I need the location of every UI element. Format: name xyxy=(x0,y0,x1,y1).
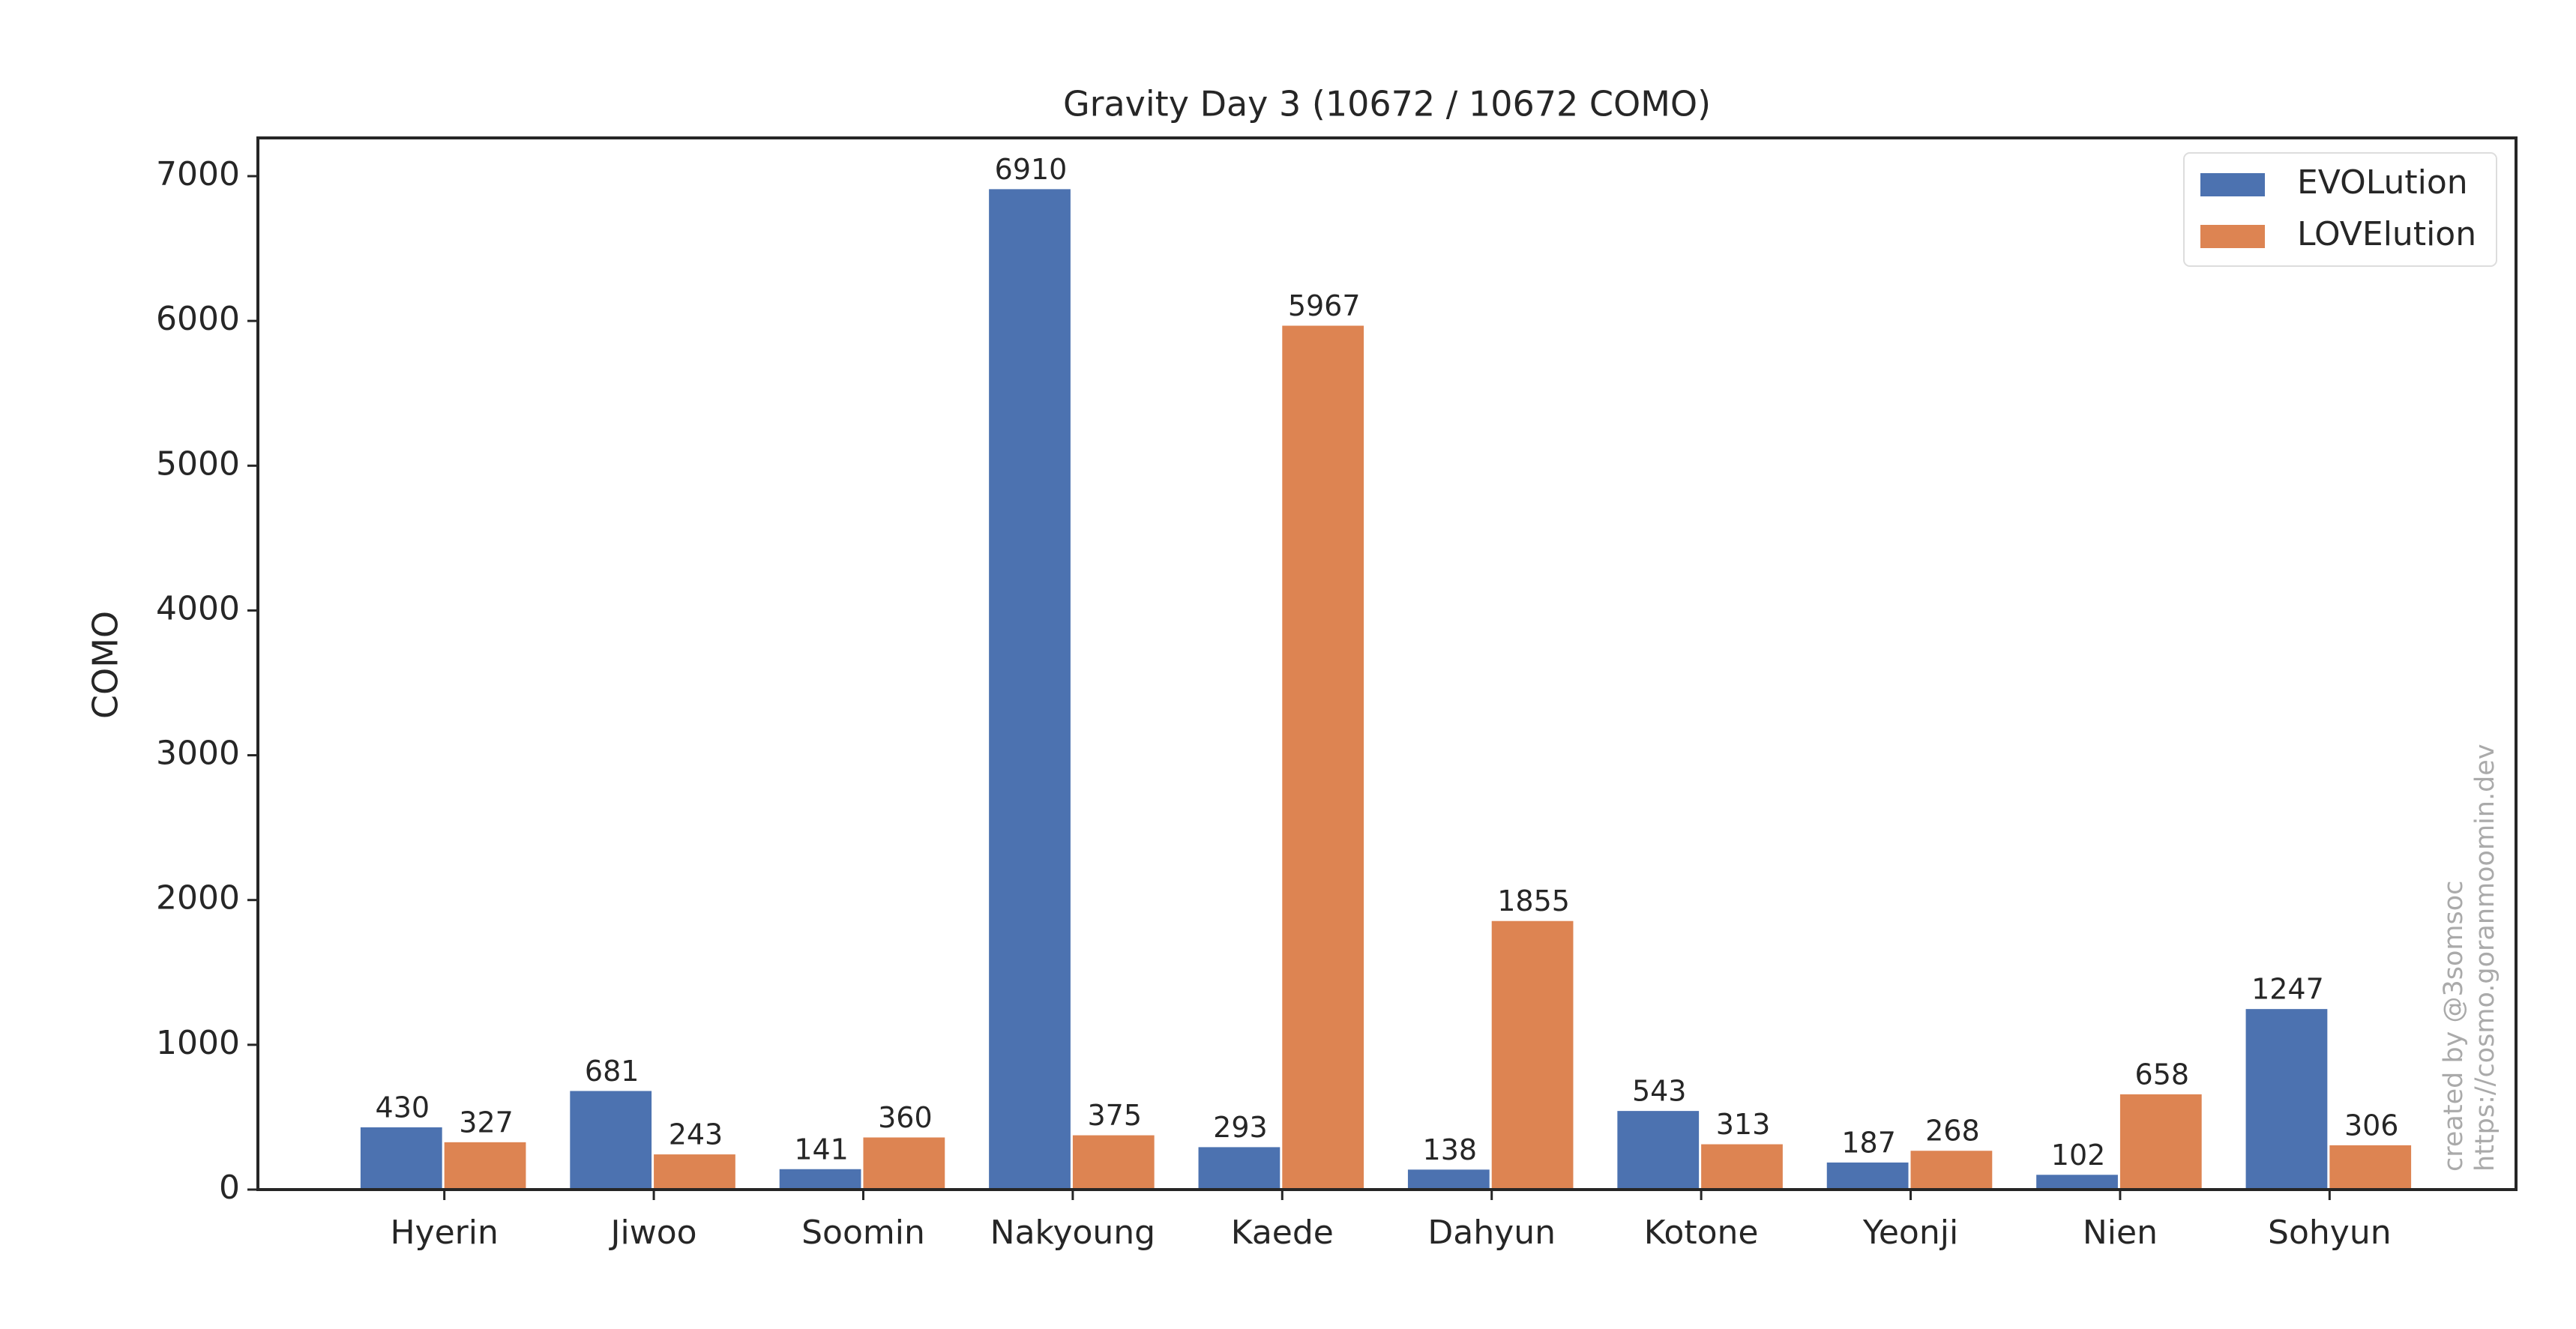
value-label: 681 xyxy=(585,1055,640,1088)
value-label: 102 xyxy=(2051,1139,2106,1172)
y-tick-label: 3000 xyxy=(156,735,240,773)
bar xyxy=(1826,1162,1909,1190)
bar xyxy=(2245,1009,2328,1190)
y-tick-label: 1000 xyxy=(156,1024,240,1062)
plot-frame xyxy=(256,136,2518,1191)
bar xyxy=(863,1137,945,1190)
x-tick-label: Jiwoo xyxy=(609,1214,697,1252)
value-label: 306 xyxy=(2344,1109,2399,1142)
x-tick-label: Hyerin xyxy=(390,1214,498,1252)
bar xyxy=(2329,1145,2412,1190)
value-label: 1855 xyxy=(1497,885,1570,917)
value-label: 243 xyxy=(669,1118,723,1151)
bar xyxy=(1282,325,1364,1190)
watermark: https://cosmo.goranmoomin.dev xyxy=(2470,744,2500,1172)
bar xyxy=(1910,1151,1993,1190)
bar xyxy=(1701,1144,1783,1190)
x-tick-label: Nien xyxy=(2083,1214,2158,1252)
value-label: 658 xyxy=(2135,1058,2190,1091)
bar xyxy=(1198,1147,1281,1190)
bar xyxy=(2119,1094,2202,1190)
legend-swatch xyxy=(2200,173,2265,196)
legend-label: LOVElution xyxy=(2297,215,2476,253)
y-tick-label: 4000 xyxy=(156,589,240,627)
value-label: 543 xyxy=(1632,1075,1687,1108)
bar xyxy=(1407,1169,1490,1190)
value-label: 6910 xyxy=(995,153,1068,186)
value-label: 375 xyxy=(1088,1099,1143,1132)
bar xyxy=(570,1091,652,1190)
value-label: 187 xyxy=(1841,1126,1896,1159)
bar xyxy=(1072,1135,1155,1190)
x-tick-label: Kaede xyxy=(1231,1214,1334,1252)
value-label: 313 xyxy=(1716,1108,1771,1141)
bar xyxy=(360,1127,442,1190)
value-label: 268 xyxy=(1925,1115,1980,1148)
x-tick-label: Nakyoung xyxy=(990,1214,1155,1252)
x-tick-label: Dahyun xyxy=(1427,1214,1556,1252)
x-tick-label: Sohyun xyxy=(2268,1214,2392,1252)
bar xyxy=(779,1169,861,1190)
value-label: 327 xyxy=(459,1106,514,1139)
value-label: 1247 xyxy=(2251,973,2324,1006)
y-tick-label: 5000 xyxy=(156,444,240,483)
bar xyxy=(2036,1175,2118,1190)
value-label: 141 xyxy=(794,1133,849,1166)
value-label: 138 xyxy=(1423,1133,1478,1166)
bar xyxy=(1491,920,1574,1190)
bar xyxy=(444,1142,526,1190)
value-label: 360 xyxy=(878,1101,933,1134)
x-tick-label: Kotone xyxy=(1644,1214,1759,1252)
y-tick-label: 0 xyxy=(219,1169,240,1207)
chart-title: Gravity Day 3 (10672 / 10672 COMO) xyxy=(1063,84,1711,124)
watermark: created by @3somsoc xyxy=(2439,881,2469,1172)
y-tick-label: 2000 xyxy=(156,879,240,917)
value-label: 430 xyxy=(376,1091,430,1124)
bar xyxy=(989,189,1071,1190)
x-tick-label: Soomin xyxy=(801,1214,925,1252)
value-label: 293 xyxy=(1213,1111,1268,1144)
x-tick-label: Yeonji xyxy=(1862,1214,1958,1252)
bar xyxy=(1617,1111,1700,1190)
value-label: 5967 xyxy=(1288,289,1361,322)
y-tick-label: 6000 xyxy=(156,300,240,338)
y-axis-label: COMO xyxy=(85,611,126,719)
y-tick-label: 7000 xyxy=(156,155,240,193)
legend-swatch xyxy=(2200,225,2265,248)
bar xyxy=(654,1154,735,1190)
legend-label: EVOLution xyxy=(2297,163,2468,202)
